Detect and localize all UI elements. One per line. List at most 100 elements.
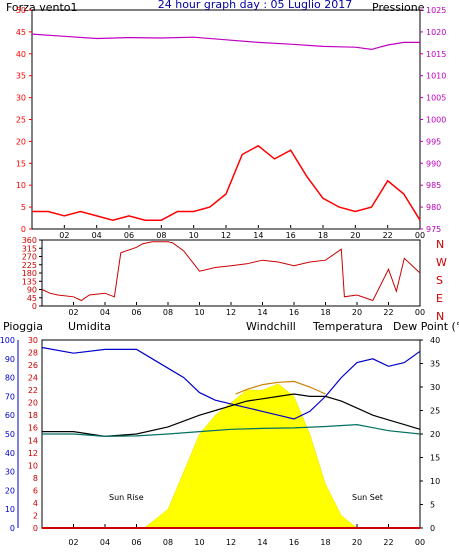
x-tick-label: 16 xyxy=(289,538,299,547)
x-tick-label: 00 xyxy=(415,231,425,240)
temp-tick-label: 5 xyxy=(430,501,435,510)
temp-tick-label: 0 xyxy=(430,524,435,533)
x-tick-label: 18 xyxy=(320,538,330,547)
temperature-label: Temperatura xyxy=(312,320,383,333)
x-tick-label: 18 xyxy=(318,231,328,240)
x-tick-label: 22 xyxy=(383,231,393,240)
wind-tick-label: 0 xyxy=(21,225,26,234)
x-tick-label: 00 xyxy=(415,308,425,317)
humidity-tick-label: 50 xyxy=(5,430,15,439)
pressure-tick-label: 980 xyxy=(426,203,441,212)
temp-tick-label: 10 xyxy=(430,477,440,486)
compass-label: E xyxy=(436,292,443,305)
sun-area xyxy=(143,383,358,529)
temp-tick-label: 15 xyxy=(430,454,440,463)
x-tick-label: 12 xyxy=(226,308,236,317)
sunrise-label: Sun Rise xyxy=(109,493,144,502)
x-tick-label: 12 xyxy=(226,538,236,547)
x-tick-label: 08 xyxy=(163,308,173,317)
direction-tick-label: 315 xyxy=(22,244,37,253)
direction-tick-label: 270 xyxy=(22,253,37,262)
humidity-line xyxy=(41,346,421,420)
wind-tick-label: 45 xyxy=(16,28,26,37)
compass-label: N xyxy=(436,310,444,323)
pressure-tick-label: 990 xyxy=(426,159,441,168)
windchill-label: Windchill xyxy=(246,320,296,333)
sunset-label: Sun Set xyxy=(352,493,383,502)
x-tick-label: 14 xyxy=(257,308,267,317)
direction-line xyxy=(41,241,421,302)
temperature-line xyxy=(42,393,421,438)
rain-tick-label: 20 xyxy=(28,399,38,408)
temp-tick-label: 25 xyxy=(430,407,440,416)
dewpoint-line xyxy=(42,423,421,438)
humidity-tick-label: 80 xyxy=(5,374,15,383)
x-tick-label: 10 xyxy=(194,308,204,317)
x-tick-label: 14 xyxy=(253,231,263,240)
x-tick-label: 14 xyxy=(257,538,267,547)
direction-tick-label: 45 xyxy=(27,294,37,303)
pressure-tick-label: 995 xyxy=(426,137,441,146)
wind-tick-label: 50 xyxy=(16,6,26,15)
rain-tick-label: 24 xyxy=(28,374,38,383)
rain-tick-label: 12 xyxy=(28,449,38,458)
x-tick-label: 10 xyxy=(189,231,199,240)
x-tick-label: 02 xyxy=(59,231,69,240)
temp-tick-label: 40 xyxy=(430,336,440,345)
x-tick-label: 06 xyxy=(124,231,134,240)
temp-tick-label: 20 xyxy=(430,430,440,439)
x-tick-label: 04 xyxy=(100,538,110,547)
humidity-tick-label: 100 xyxy=(0,336,15,345)
wind-line xyxy=(32,144,421,221)
pressure-tick-label: 1015 xyxy=(426,50,446,59)
rain-tick-label: 16 xyxy=(28,424,38,433)
panel-temp-humidity: Pioggia Umidita Windchill Temperatura De… xyxy=(0,320,459,547)
x-tick-label: 16 xyxy=(286,231,296,240)
windchill-line xyxy=(235,380,326,395)
humidity-tick-label: 20 xyxy=(5,486,15,495)
x-tick-label: 08 xyxy=(163,538,173,547)
x-tick-label: 20 xyxy=(352,538,362,547)
x-tick-label: 12 xyxy=(221,231,231,240)
x-tick-label: 20 xyxy=(352,308,362,317)
x-tick-label: 22 xyxy=(383,308,393,317)
rain-tick-label: 10 xyxy=(28,461,38,470)
direction-tick-label: 90 xyxy=(27,286,37,295)
rain-tick-label: 26 xyxy=(28,361,38,370)
pressure-tick-label: 1020 xyxy=(426,28,446,37)
x-tick-label: 02 xyxy=(68,538,78,547)
x-tick-label: 08 xyxy=(156,231,166,240)
wind-tick-label: 10 xyxy=(16,181,26,190)
chart-title: 24 hour graph day : 05 Luglio 2017 xyxy=(158,0,353,11)
pressure-tick-label: 1010 xyxy=(426,72,446,81)
humidity-label: Umidita xyxy=(68,320,111,333)
pressure-tick-label: 1005 xyxy=(426,94,446,103)
x-tick-label: 06 xyxy=(131,538,141,547)
wind-axis-label: Forza vento1 xyxy=(6,1,78,14)
panel-wind-pressure: Forza vento1 24 hour graph day : 05 Lugl… xyxy=(6,0,446,240)
compass-label: N xyxy=(436,238,444,251)
rain-tick-label: 22 xyxy=(28,386,38,395)
wind-tick-label: 30 xyxy=(16,94,26,103)
panel-wind-direction-frame xyxy=(41,239,421,307)
humidity-tick-label: 0 xyxy=(10,524,15,533)
wind-tick-label: 20 xyxy=(16,137,26,146)
x-tick-label: 00 xyxy=(415,538,425,547)
humidity-tick-label: 30 xyxy=(5,468,15,477)
humidity-tick-label: 70 xyxy=(5,392,15,401)
pressure-tick-label: 1025 xyxy=(426,6,446,15)
rain-tick-label: 4 xyxy=(33,499,38,508)
rain-tick-label: 6 xyxy=(33,486,38,495)
rain-tick-label: 28 xyxy=(28,349,38,358)
x-tick-label: 06 xyxy=(131,308,141,317)
compass-label: W xyxy=(436,256,447,269)
wind-tick-label: 5 xyxy=(21,203,26,212)
x-tick-label: 16 xyxy=(289,308,299,317)
x-tick-label: 04 xyxy=(100,308,110,317)
rain-tick-label: 18 xyxy=(28,411,38,420)
dewpoint-label: Dew Point (°C xyxy=(393,320,459,333)
pressure-tick-label: 1000 xyxy=(426,116,446,125)
direction-tick-label: 225 xyxy=(22,261,37,270)
